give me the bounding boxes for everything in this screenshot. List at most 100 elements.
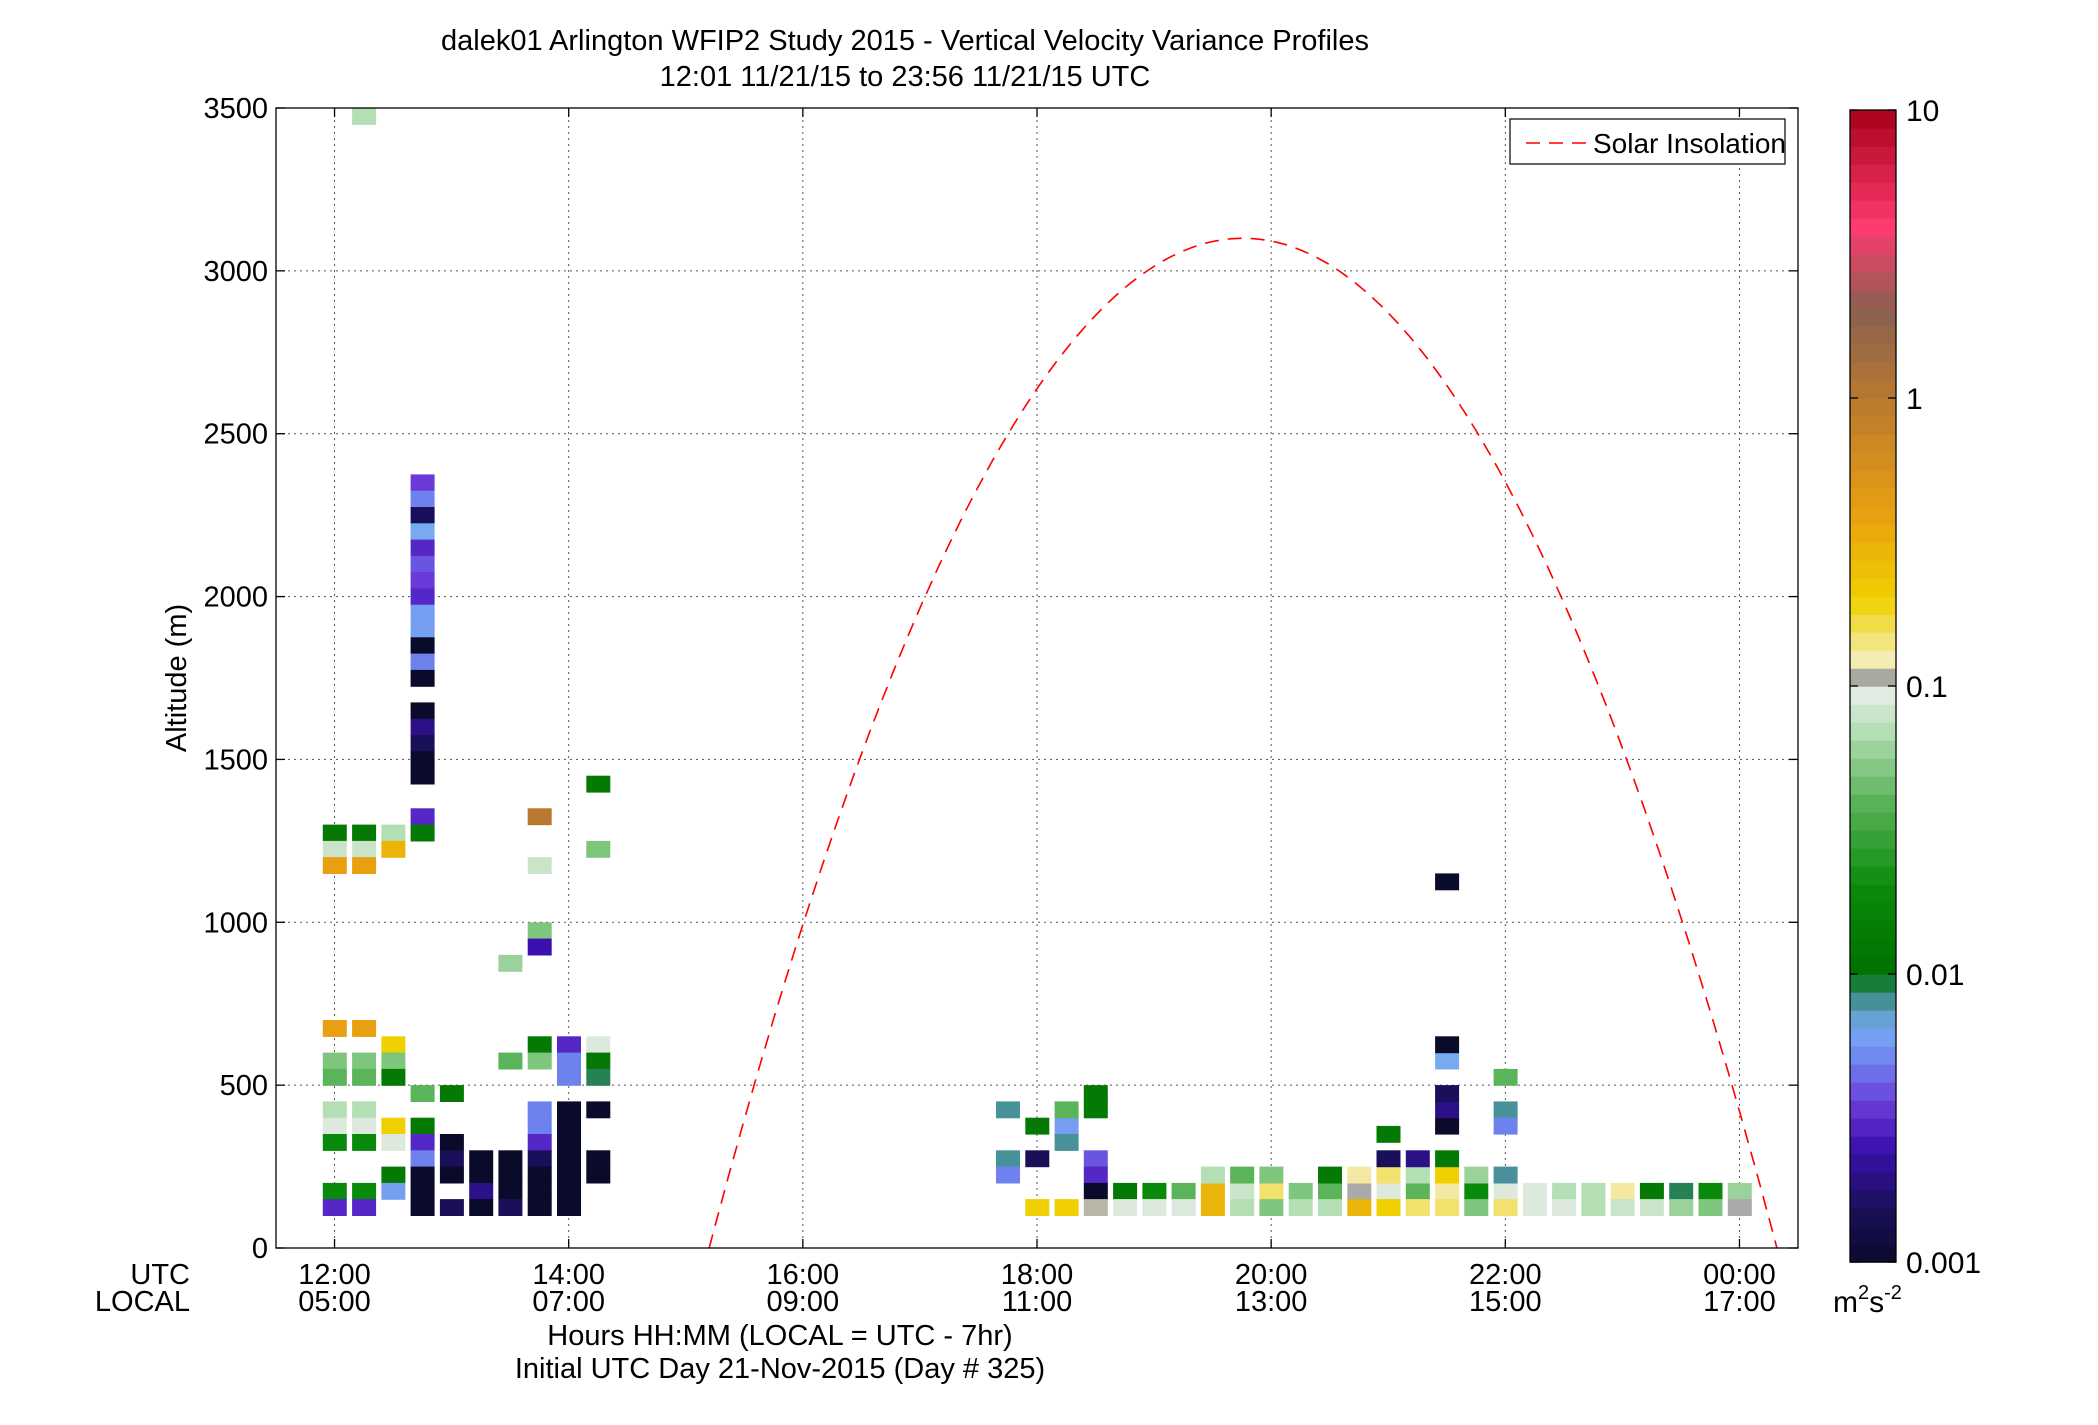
x-tick-label-local: 13:00 xyxy=(1235,1286,1308,1318)
colorbar-segment xyxy=(1850,524,1896,543)
colorbar-segment xyxy=(1850,470,1896,489)
heatmap-cell xyxy=(1405,1182,1430,1200)
heatmap-cell xyxy=(1727,1182,1752,1200)
colorbar-segment xyxy=(1850,776,1896,795)
colorbar-segment xyxy=(1850,1226,1896,1245)
y-tick-label: 500 xyxy=(220,1070,268,1102)
heatmap-cell xyxy=(410,539,435,557)
y-tick-label: 2500 xyxy=(203,419,268,451)
colorbar-segment xyxy=(1850,740,1896,759)
heatmap-cell xyxy=(527,1117,552,1135)
heatmap-cell xyxy=(586,1052,611,1070)
heatmap-cell xyxy=(1405,1166,1430,1184)
heatmap-cell xyxy=(1083,1182,1108,1200)
heatmap-cell xyxy=(1493,1068,1518,1086)
colorbar-segment xyxy=(1850,506,1896,525)
heatmap-cell xyxy=(1200,1166,1225,1184)
heatmap-cell xyxy=(1435,1182,1460,1200)
heatmap-cell xyxy=(352,840,377,858)
colorbar-segment xyxy=(1850,1190,1896,1209)
colorbar-segment xyxy=(1850,200,1896,219)
colorbar-segment xyxy=(1850,542,1896,561)
heatmap-cell xyxy=(527,808,552,826)
colorbar-segment xyxy=(1850,488,1896,507)
colorbar-segment xyxy=(1850,1118,1896,1137)
colorbar-tick-label: 0.001 xyxy=(1906,1247,1981,1280)
colorbar-segment xyxy=(1850,1010,1896,1029)
heatmap-cell xyxy=(527,1036,552,1054)
x-tick-label-local: 11:00 xyxy=(1002,1286,1072,1318)
heatmap-cell xyxy=(410,669,435,687)
colorbar-segment xyxy=(1850,578,1896,597)
x-row-label-local: LOCAL xyxy=(95,1286,190,1318)
heatmap-cell xyxy=(410,1134,435,1151)
heatmap-cell xyxy=(469,1182,494,1200)
heatmap-cell xyxy=(527,1182,552,1200)
heatmap-cell xyxy=(1435,1117,1460,1135)
heatmap-cell xyxy=(1083,1166,1108,1184)
heatmap-cell xyxy=(1610,1182,1635,1200)
heatmap-cell xyxy=(410,490,435,508)
heatmap-cell xyxy=(1727,1199,1752,1216)
heatmap-cell xyxy=(1435,1166,1460,1184)
solar-insolation-curve xyxy=(708,237,1778,1249)
heatmap-cell xyxy=(439,1085,464,1102)
heatmap-cell xyxy=(410,1199,435,1216)
heatmap-cell xyxy=(1610,1199,1635,1216)
heatmap-cell xyxy=(1171,1182,1196,1200)
colorbar-segment xyxy=(1850,884,1896,903)
heatmap-cell xyxy=(1171,1199,1196,1216)
heatmap-cell xyxy=(322,1117,347,1135)
colorbar-segment xyxy=(1850,956,1896,975)
heatmap-cell xyxy=(1230,1166,1255,1184)
heatmap-cell xyxy=(322,857,347,874)
heatmap-cell xyxy=(352,1134,377,1151)
colorbar-segment xyxy=(1850,1136,1896,1155)
heatmap-cell xyxy=(439,1150,464,1168)
heatmap-cell xyxy=(410,572,435,589)
heatmap-cell xyxy=(381,1117,406,1135)
heatmap-cell xyxy=(1376,1166,1401,1184)
colorbar-segment xyxy=(1850,398,1896,417)
x-row-label-utc: UTC xyxy=(130,1259,190,1291)
heatmap-cell xyxy=(352,824,377,842)
heatmap-cell xyxy=(1698,1199,1723,1216)
colorbar-segment xyxy=(1850,290,1896,309)
y-tick-label: 2000 xyxy=(203,582,268,614)
heatmap-cell xyxy=(1435,1150,1460,1168)
y-tick-label: 0 xyxy=(252,1233,268,1265)
heatmap-cell xyxy=(381,1052,406,1070)
heatmap-cell xyxy=(557,1052,581,1070)
colorbar-segment xyxy=(1850,848,1896,867)
heatmap-cell xyxy=(1347,1199,1372,1216)
heatmap-cell xyxy=(498,1166,523,1184)
heatmap-cell xyxy=(1435,1036,1460,1054)
x-tick-label-local: 07:00 xyxy=(532,1286,605,1318)
colorbar-tick-label: 0.1 xyxy=(1906,671,1948,704)
heatmap-cell xyxy=(586,1101,611,1119)
heatmap-cell xyxy=(1522,1199,1547,1216)
heatmap-cell xyxy=(1435,1085,1460,1102)
heatmap-cell xyxy=(439,1166,464,1184)
colorbar-segment xyxy=(1850,434,1896,453)
colorbar-segment xyxy=(1850,1172,1896,1191)
heatmap-cell xyxy=(1669,1199,1694,1216)
x-tick-label-utc: 18:00 xyxy=(1001,1259,1074,1291)
colorbar-segment xyxy=(1850,794,1896,813)
heatmap-cell xyxy=(410,1150,435,1168)
heatmap-cell xyxy=(527,1052,552,1070)
heatmap-cell xyxy=(1259,1199,1284,1216)
heatmap-cell xyxy=(469,1166,494,1184)
colorbar-segment xyxy=(1850,236,1896,255)
heatmap-cell xyxy=(352,1020,377,1037)
heatmap-cell xyxy=(1669,1182,1694,1200)
colorbar-segment xyxy=(1850,686,1896,705)
colorbar-segment xyxy=(1850,380,1896,399)
colorbar-segment xyxy=(1850,416,1896,435)
heatmap-cell xyxy=(1200,1182,1225,1200)
heatmap-cell xyxy=(1200,1199,1225,1216)
colorbar-segment xyxy=(1850,596,1896,615)
colorbar-segment xyxy=(1850,164,1896,183)
heatmap-cell xyxy=(1025,1150,1050,1168)
